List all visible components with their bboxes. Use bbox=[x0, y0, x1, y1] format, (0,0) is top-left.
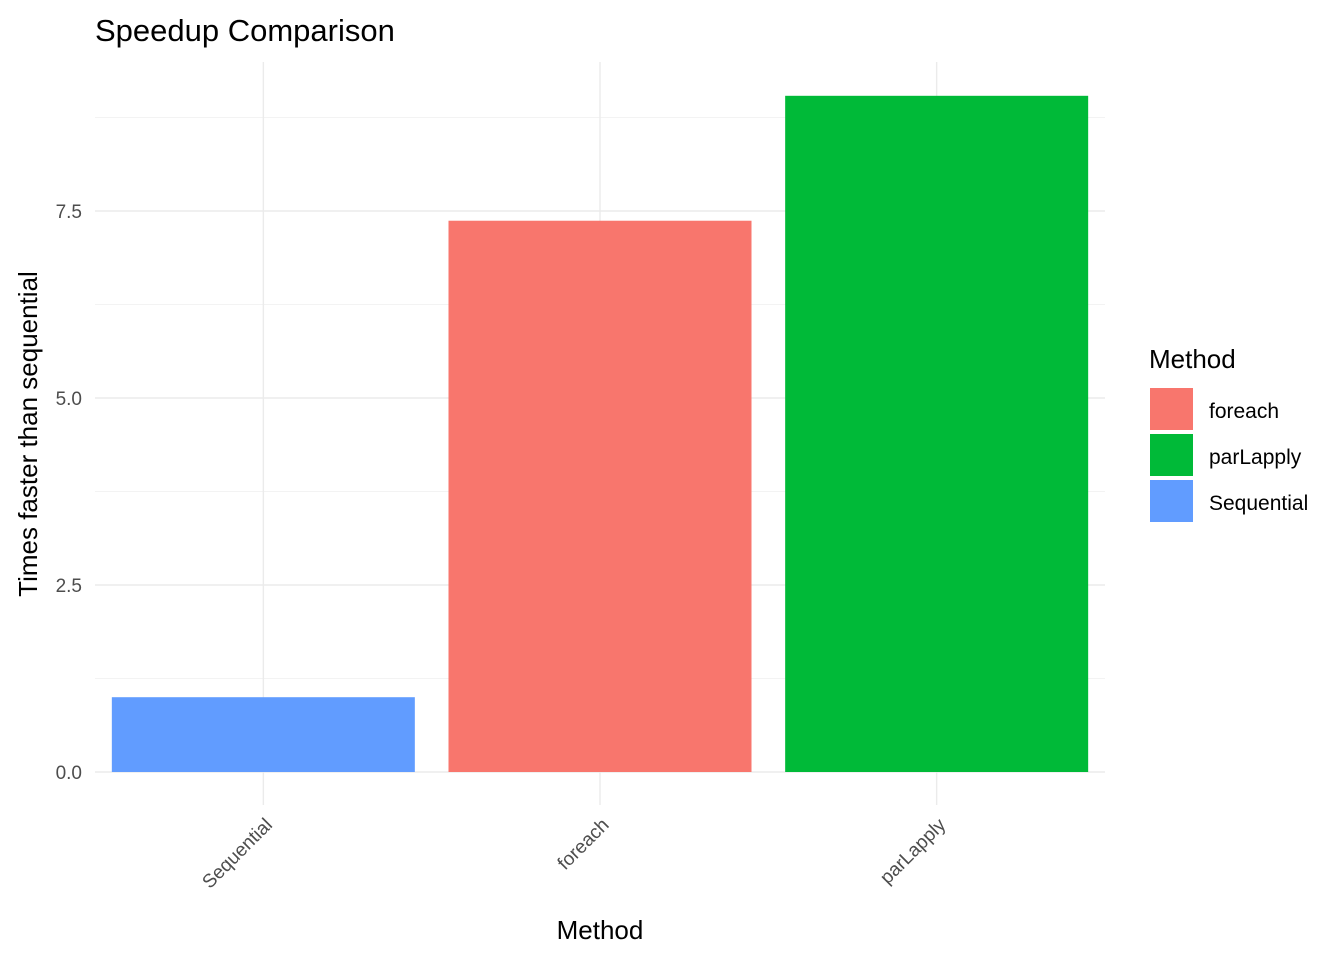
x-tick-label: foreach bbox=[554, 815, 614, 875]
legend-label: foreach bbox=[1209, 400, 1279, 423]
y-axis-title: Times faster than sequential bbox=[13, 271, 43, 597]
x-axis-ticks: Sequential foreach parLapply bbox=[199, 814, 951, 893]
legend-label: parLapply bbox=[1209, 446, 1302, 469]
y-axis-ticks: 0.0 2.5 5.0 7.5 bbox=[56, 202, 82, 784]
legend-swatch bbox=[1150, 388, 1193, 430]
legend-swatch bbox=[1150, 434, 1193, 476]
y-tick-label: 7.5 bbox=[56, 202, 82, 223]
legend-title: Method bbox=[1149, 344, 1236, 374]
y-tick-label: 2.5 bbox=[56, 576, 82, 597]
bar-sequential bbox=[111, 697, 415, 772]
bar-foreach bbox=[448, 220, 752, 772]
legend-swatch bbox=[1150, 480, 1193, 522]
x-axis-title: Method bbox=[557, 915, 644, 945]
x-tick-label: Sequential bbox=[199, 815, 277, 893]
chart-title: Speedup Comparison bbox=[95, 13, 395, 48]
y-tick-label: 0.0 bbox=[56, 763, 82, 784]
bar-layer bbox=[111, 95, 1089, 773]
y-tick-label: 5.0 bbox=[56, 389, 82, 410]
legend: Method foreach parLapply Sequential bbox=[1149, 344, 1308, 522]
legend-label: Sequential bbox=[1209, 492, 1308, 515]
bar-parlapply bbox=[785, 95, 1089, 773]
x-tick-label: parLapply bbox=[876, 814, 950, 888]
